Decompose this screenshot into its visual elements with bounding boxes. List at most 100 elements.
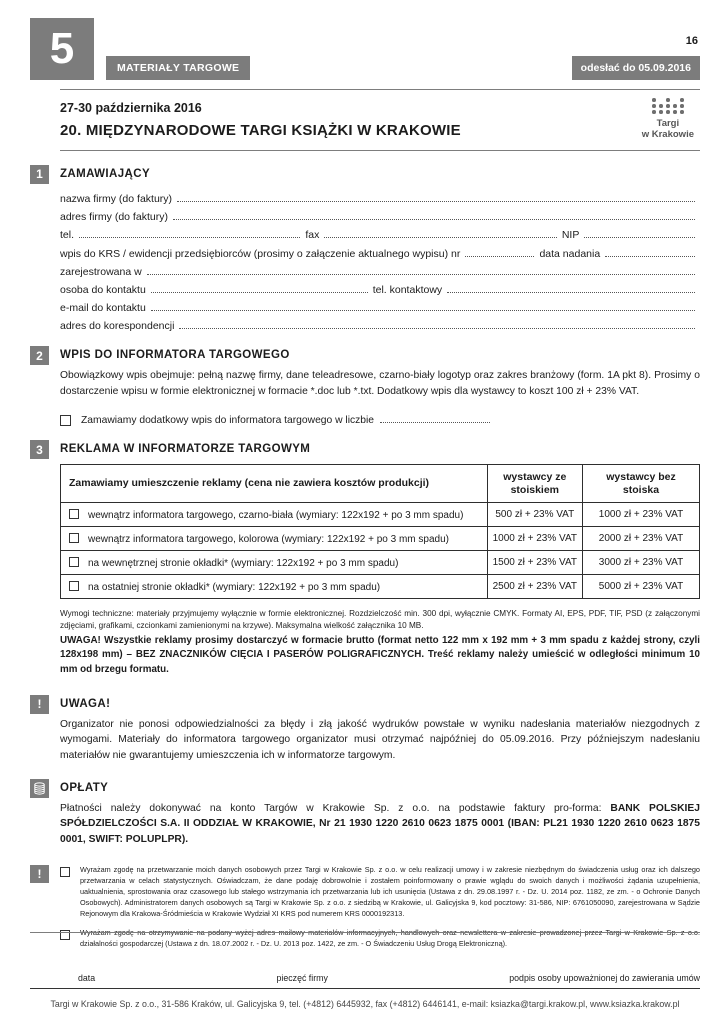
coin-stack-icon [34, 782, 45, 795]
section-uwaga: ! UWAGA! Organizator nie ponosi odpowied… [30, 694, 700, 763]
fill-in-field[interactable] [465, 255, 535, 257]
section-advertising: 3 REKLAMA W INFORMATORZE TARGOWYM Zamawi… [30, 440, 700, 677]
fill-in-field[interactable] [324, 237, 557, 239]
fill-in-field[interactable] [605, 255, 695, 257]
logo-dot [673, 104, 677, 108]
technical-requirements: Wymogi techniczne: materiały przyjmujemy… [60, 609, 700, 631]
logo-dot [680, 110, 684, 114]
consent-item: Wyrażam zgodę na przetwarzanie moich dan… [60, 865, 700, 920]
form-line: tel. fax NIP [60, 223, 700, 241]
ad-table-header-without-stand: wystawcy bez stoiska [582, 464, 700, 504]
signature-footer-area: data pieczęć firmy podpis osoby upoważnion… [30, 932, 700, 1024]
signature-label: podpis osoby upoważnionej do zawierania … [509, 973, 700, 983]
field-label: adres do korespondencji [60, 320, 175, 333]
logo-dot [680, 104, 684, 108]
field-label: wpis do KRS / ewidencji przedsiębiorców … [60, 247, 461, 260]
fill-in-field[interactable] [150, 291, 368, 293]
logo-text-line1: Targi [656, 118, 680, 129]
logo-text-line2: w Krakowie [641, 129, 694, 141]
form-line: e-mail do kontaktu [60, 296, 700, 314]
fill-in-field[interactable] [177, 200, 695, 202]
page-header: 5 MATERIAŁY TARGOWE 16 odesłać do 05.09.… [30, 18, 700, 80]
ad-option-checkbox[interactable] [69, 580, 79, 591]
title-block: 27-30 października 2016 20. MIĘDZYNARODO… [60, 90, 700, 150]
ad-option-cell: na wewnętrznej stronie okładki* (wymiary… [60, 550, 488, 576]
logo-dot [666, 110, 670, 114]
logo-dot [666, 98, 670, 102]
footer-contact-info: Targi w Krakowie Sp. z o.o., 31-586 Krak… [50, 999, 680, 1009]
field-label: tel. [60, 229, 75, 242]
ad-option-checkbox[interactable] [69, 556, 79, 567]
quantity-fill-in-field[interactable] [380, 421, 491, 424]
fill-in-field[interactable] [150, 310, 695, 312]
ad-option-checkbox[interactable] [69, 532, 79, 543]
section-title: WPIS DO INFORMATORA TARGOWEGO [60, 349, 290, 362]
ad-table-row: wewnątrz informatora targowego, czarno-b… [60, 502, 700, 528]
ad-option-cell: na ostatniej stronie okładki* (wymiary: … [60, 574, 488, 600]
logo-dot [652, 104, 656, 108]
field-label: e-mail do kontaktu [60, 302, 146, 315]
ad-option-cell: wewnątrz informatora targowego, kolorowa… [60, 526, 488, 552]
section-uwaga-body: UWAGA! Organizator nie ponosi odpowiedzi… [60, 695, 700, 763]
section-payments-body: OPŁATY Płatności należy dokonywać na kon… [60, 779, 700, 847]
fill-in-field[interactable] [447, 291, 695, 293]
ad-table-header-row: Zamawiamy umieszczenie reklamy (cena nie… [60, 464, 700, 504]
field-label: NIP [561, 229, 580, 242]
targi-logo-dots-icon [650, 97, 685, 115]
title-texts: 27-30 października 2016 20. MIĘDZYNARODO… [60, 99, 461, 139]
form-number-box: 5 [30, 18, 94, 80]
divider [60, 89, 700, 90]
additional-entry-checkbox[interactable] [60, 415, 71, 427]
section-number-badge: 3 [30, 440, 49, 460]
ad-table-row: wewnątrz informatora targowego, kolorowa… [60, 526, 700, 552]
ad-option-checkbox[interactable] [69, 508, 79, 519]
form-line: zarejestrowana w [60, 260, 700, 278]
ad-option-label: wewnątrz informatora targowego, czarno-b… [88, 509, 464, 521]
field-label: fax [305, 229, 320, 242]
consent-checkbox[interactable] [60, 867, 70, 878]
field-label: adres firmy (do faktury) [60, 211, 168, 224]
logo-dot [666, 104, 670, 108]
field-label: zarejestrowana w [60, 265, 142, 278]
category-badge: MATERIAŁY TARGOWE [106, 56, 251, 80]
ad-table-row: na wewnętrznej stronie okładki* (wymiary… [60, 550, 700, 576]
form-line: wpis do KRS / ewidencji przedsiębiorców … [60, 241, 700, 260]
section-title: UWAGA! [60, 697, 111, 710]
field-label: data nadania [539, 247, 601, 260]
price-with-stand: 2500 zł + 23% VAT [486, 574, 584, 600]
form-line: osoba do kontaktu tel. kontaktowy [60, 278, 700, 296]
field-label: nazwa firmy (do faktury) [60, 192, 173, 205]
ad-option-label: na wewnętrznej stronie okładki* (wymiary… [88, 557, 399, 569]
targi-krakow-logo: Targi w Krakowie [642, 97, 694, 141]
page-number: 16 [685, 35, 698, 47]
logo-dot [659, 104, 663, 108]
signature-label: data [78, 973, 96, 983]
section-orderer-body: ZAMAWIAJĄCY nazwa firmy (do faktury) adre… [60, 165, 700, 333]
ad-table-body: wewnątrz informatora targowego, czarno-b… [60, 502, 700, 600]
ad-table-header-with-stand: wystawcy ze stoiskiem [486, 464, 584, 504]
additional-entry-option: Zamawiamy dodatkowy wpis do informatora … [60, 415, 700, 427]
exclamation-icon: ! [30, 694, 49, 714]
coins-icon [30, 779, 49, 799]
divider [30, 932, 700, 933]
section-payments: OPŁATY Płatności należy dokonywać na kon… [30, 779, 700, 847]
fill-in-field[interactable] [79, 237, 301, 239]
bank-account-details: BANK POLSKIEJ SPÓŁDZIELCZOŚCI S.A. II OD… [60, 803, 700, 845]
logo-dot [673, 110, 677, 114]
fill-in-field[interactable] [146, 273, 695, 275]
divider [60, 149, 700, 151]
fill-in-field[interactable] [179, 328, 695, 330]
header-right: 16 odesłać do 05.09.2016 [571, 35, 700, 80]
header-left: 5 MATERIAŁY TARGOWE [30, 18, 251, 80]
price-without-stand: 1000 zł + 23% VAT [582, 502, 700, 528]
fill-in-field[interactable] [584, 237, 695, 239]
page-title: 20. MIĘDZYNARODOWE TARGI KSIĄŻKI W KRAKO… [60, 121, 461, 139]
section-advertising-body: REKLAMA W INFORMATORZE TARGOWYM Zamawiam… [60, 440, 700, 677]
additional-entry-label: Zamawiamy dodatkowy wpis do informatora … [81, 415, 375, 427]
price-with-stand: 1000 zł + 23% VAT [486, 526, 584, 552]
consent-checkbox[interactable] [60, 930, 70, 941]
fill-in-field[interactable] [172, 219, 695, 221]
exclamation-icon: ! [30, 865, 49, 884]
section-title: OPŁATY [60, 782, 109, 795]
ad-price-table: Zamawiamy umieszczenie reklamy (cena nie… [60, 464, 700, 600]
